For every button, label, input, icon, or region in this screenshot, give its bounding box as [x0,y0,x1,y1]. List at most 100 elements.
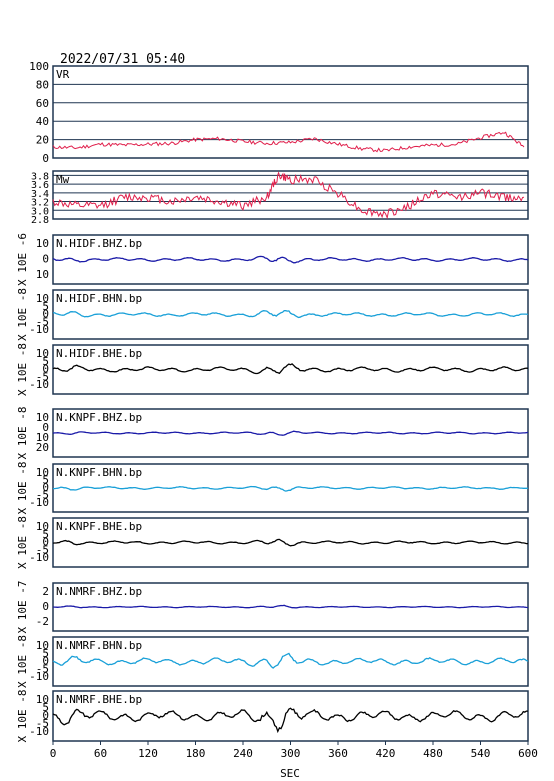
y-tick-label: -10 [29,551,49,564]
y-tick-label: 5 [42,647,49,660]
x-tick-label: 120 [138,747,158,760]
y-tick-label: 0 [42,253,49,266]
y-tick-label: 3.2 [31,198,49,209]
y-tick-label: 10 [36,268,49,281]
y-tick-label: 3.6 [31,180,49,191]
y-tick-label: 40 [36,115,49,128]
y-axis-label: X 10E -8 [16,516,29,569]
y-tick-label: 10 [36,466,49,479]
x-tick-label: 300 [281,747,301,760]
y-tick-label: -10 [29,670,49,683]
y-tick-label: -10 [29,725,49,738]
y-tick-label: -5 [36,489,49,502]
panel-1: 2.83.03.23.43.63.8 Mw [31,170,529,226]
y-tick-label: 0 [42,536,49,549]
y-tick-label: -5 [36,662,49,675]
panel-frame [52,65,529,159]
timestamp: 2022/07/31 05:40 [60,52,185,67]
series-line [52,171,525,220]
y-tick-label: 10 [36,520,49,533]
y-axis-label: X 10E -6 [16,233,29,286]
panel-2: 10 0 10 N.HIDF.BHZ.bp X 10E -6 [16,233,529,286]
y-tick-label: 0 [42,421,49,434]
y-tick-label: -10 [29,378,49,391]
y-axis-label: X 10E -8 [16,407,29,460]
y-tick-label: 5 [42,474,49,487]
x-tick-label: 540 [471,747,491,760]
y-axis-label: X 10E -8 [16,343,29,396]
y-tick-label: 80 [36,78,49,91]
y-tick-label: -10 [29,496,49,509]
panel-label: N.NMRF.BHN.bp [56,639,142,652]
y-tick-label: 2.8 [31,215,49,226]
panel-label: N.HIDF.BHN.bp [56,292,142,305]
y-tick-label: 60 [36,97,49,110]
y-axis-label: X 10E -8 [16,462,29,515]
panel-label: Mw [56,173,70,186]
y-axis-label: X 10E -7 [16,581,29,634]
y-tick-label: 5 [42,701,49,714]
y-tick-label: 5 [42,528,49,541]
y-tick-label: 10 [36,411,49,424]
panel-frame [52,170,529,220]
y-tick-label: 10 [36,693,49,706]
panel-label: N.KNPF.BHN.bp [56,466,142,479]
y-tick-label: 100 [29,60,49,73]
panel-label: N.NMRF.BHE.bp [56,693,142,706]
y-tick-label: 3.0 [31,206,49,217]
y-tick-label: 5 [42,355,49,368]
x-tick-label: 600 [518,747,538,760]
series-line [52,255,529,264]
series-line [52,131,525,153]
series-line [52,430,529,436]
y-tick-label: -10 [29,323,49,336]
y-tick-label: 0 [42,152,49,165]
x-tick-label: 0 [50,747,57,760]
series-line [53,485,529,492]
panel-label: N.KNPF.BHZ.bp [56,411,142,424]
y-tick-label: 3.8 [31,171,49,182]
y-tick-label: 0 [42,363,49,376]
series-line [52,604,529,609]
y-tick-label: 5 [42,300,49,313]
y-tick-label: -5 [36,370,49,383]
x-axis-label: SEC [280,767,300,780]
y-tick-label: 3.4 [31,189,49,200]
y-tick-label: 2 [42,585,49,598]
series-line [52,707,528,734]
series-line [52,310,529,319]
y-tick-label: -5 [36,717,49,730]
panel-0: 0 20 40 60 80 100 VR [29,60,529,165]
series-line [52,538,528,547]
y-tick-label: 10 [36,431,49,444]
y-axis-label: X 10E -8 [16,690,29,743]
y-tick-label: 0 [42,308,49,321]
y-tick-label: 0 [42,709,49,722]
x-tick-label: 240 [233,747,253,760]
x-tick-label: 60 [94,747,107,760]
panel-frame [52,344,529,395]
panel-label: N.HIDF.BHE.bp [56,347,142,360]
series-line [52,363,529,375]
y-tick-label: 20 [36,441,49,454]
series-line [52,652,529,669]
y-tick-label: 10 [36,347,49,360]
y-tick-label: 0 [42,481,49,494]
panel-label: N.NMRF.BHZ.bp [56,585,142,598]
y-tick-label: 10 [36,237,49,250]
panel-label: N.HIDF.BHZ.bp [56,237,142,250]
x-tick-label: 480 [423,747,443,760]
y-axis-label: X 10E -8 [16,635,29,688]
y-tick-label: -5 [36,315,49,328]
panel-label: VR [56,68,70,81]
x-tick-label: 360 [328,747,348,760]
y-tick-label: -2 [36,615,49,628]
